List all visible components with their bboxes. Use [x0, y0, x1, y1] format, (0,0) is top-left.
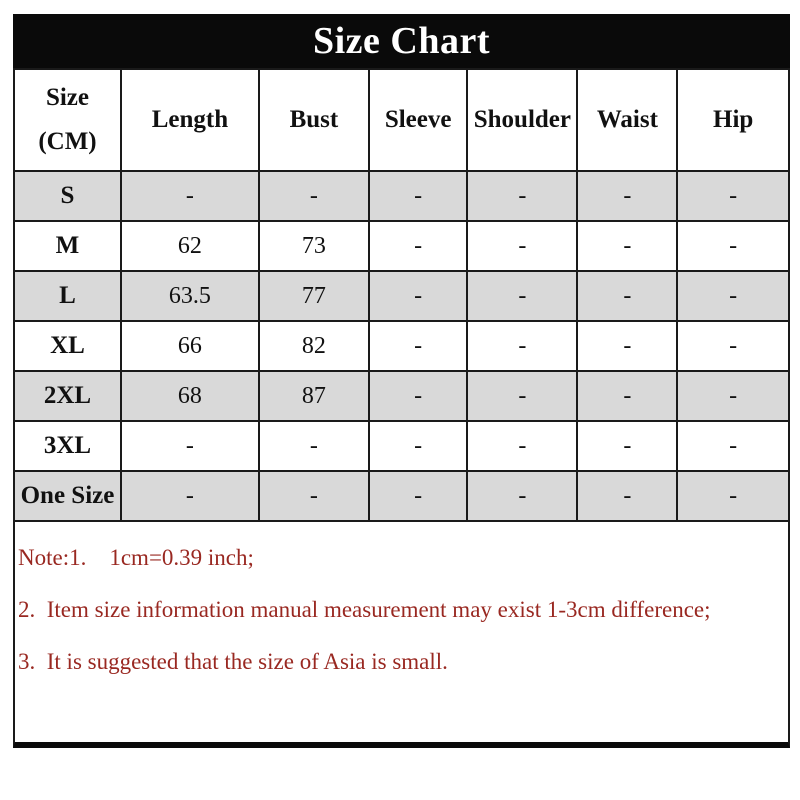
- note-line-3: 3. It is suggested that the size of Asia…: [18, 649, 448, 674]
- value-cell: -: [466, 170, 579, 222]
- value-cell: -: [119, 170, 260, 222]
- note-line-2: 2. Item size information manual measurem…: [18, 597, 711, 622]
- table-row-xl: XL 66 82 - - - -: [13, 320, 790, 372]
- value-cell: -: [576, 470, 679, 522]
- value-cell: 68: [119, 370, 260, 422]
- size-label: 3XL: [13, 420, 122, 472]
- header-row: Size (CM) Length Bust Sleeve Shoulder Wa…: [13, 68, 790, 172]
- value-cell: 77: [257, 270, 370, 322]
- value-cell: -: [257, 470, 370, 522]
- size-chart-title-bar: Size Chart: [13, 14, 790, 68]
- size-table: Size (CM) Length Bust Sleeve Shoulder Wa…: [13, 68, 790, 522]
- value-cell: -: [367, 370, 469, 422]
- table-row-one-size: One Size - - - - - -: [13, 470, 790, 522]
- value-cell: 66: [119, 320, 260, 372]
- value-cell: -: [676, 270, 790, 322]
- value-cell: 87: [257, 370, 370, 422]
- value-cell: -: [466, 270, 579, 322]
- value-cell: 63.5: [119, 270, 260, 322]
- table-row-l: L 63.5 77 - - - -: [13, 270, 790, 322]
- column-header-waist: Waist: [576, 68, 679, 172]
- table-row-3xl: 3XL - - - - - -: [13, 420, 790, 472]
- value-cell: -: [466, 470, 579, 522]
- value-cell: 73: [257, 220, 370, 272]
- value-cell: -: [466, 320, 579, 372]
- value-cell: -: [466, 220, 579, 272]
- value-cell: -: [676, 370, 790, 422]
- value-cell: -: [119, 470, 260, 522]
- size-label: L: [13, 270, 122, 322]
- value-cell: -: [367, 470, 469, 522]
- note-line-1: Note:1. 1cm=0.39 inch;: [18, 545, 254, 570]
- value-cell: -: [367, 320, 469, 372]
- value-cell: -: [257, 170, 370, 222]
- value-cell: -: [367, 420, 469, 472]
- size-label: 2XL: [13, 370, 122, 422]
- column-header-bust: Bust: [257, 68, 370, 172]
- value-cell: -: [367, 170, 469, 222]
- size-chart-title: Size Chart: [312, 20, 491, 62]
- notes-section: Note:1. 1cm=0.39 inch; 2. Item size info…: [13, 522, 790, 748]
- value-cell: -: [676, 320, 790, 372]
- column-header-length: Length: [119, 68, 260, 172]
- value-cell: -: [576, 370, 679, 422]
- value-cell: -: [576, 270, 679, 322]
- size-chart-card: Size Chart Size (CM) Length Bust Sleeve …: [13, 14, 790, 748]
- value-cell: -: [576, 320, 679, 372]
- value-cell: -: [576, 420, 679, 472]
- value-cell: 62: [119, 220, 260, 272]
- value-cell: 82: [257, 320, 370, 372]
- value-cell: -: [119, 420, 260, 472]
- column-header-hip: Hip: [676, 68, 790, 172]
- table-row-2xl: 2XL 68 87 - - - -: [13, 370, 790, 422]
- size-label: XL: [13, 320, 122, 372]
- value-cell: -: [466, 370, 579, 422]
- column-header-sleeve: Sleeve: [367, 68, 469, 172]
- value-cell: -: [676, 170, 790, 222]
- value-cell: -: [676, 470, 790, 522]
- value-cell: -: [576, 220, 679, 272]
- column-header-size: Size (CM): [13, 68, 122, 172]
- value-cell: -: [676, 220, 790, 272]
- size-label: One Size: [13, 470, 122, 522]
- value-cell: -: [257, 420, 370, 472]
- value-cell: -: [367, 220, 469, 272]
- size-label: M: [13, 220, 122, 272]
- value-cell: -: [466, 420, 579, 472]
- column-header-shoulder: Shoulder: [466, 68, 579, 172]
- value-cell: -: [676, 420, 790, 472]
- size-label: S: [13, 170, 122, 222]
- value-cell: -: [576, 170, 679, 222]
- value-cell: -: [367, 270, 469, 322]
- table-row-m: M 62 73 - - - -: [13, 220, 790, 272]
- table-row-s: S - - - - - -: [13, 170, 790, 222]
